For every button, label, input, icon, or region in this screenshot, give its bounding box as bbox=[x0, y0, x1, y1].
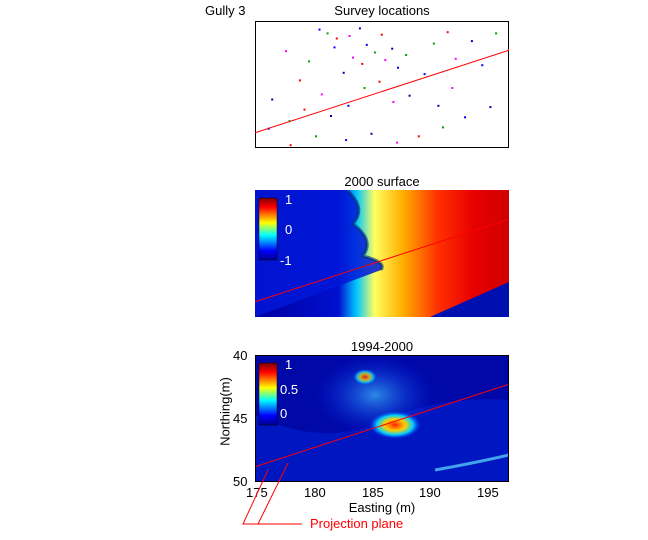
survey-point bbox=[408, 94, 411, 97]
projection-line bbox=[255, 218, 509, 303]
surface-2000-plot bbox=[255, 190, 509, 317]
survey-point bbox=[352, 56, 354, 59]
survey-point bbox=[380, 33, 383, 36]
survey-point bbox=[395, 141, 398, 144]
surface-title: 2000 surface bbox=[344, 174, 420, 189]
callout-line-left bbox=[242, 469, 302, 525]
ytick-50: 50 bbox=[233, 474, 248, 489]
survey-point bbox=[358, 27, 361, 30]
masked-corner bbox=[430, 282, 509, 317]
projection-line bbox=[255, 49, 509, 134]
survey-point bbox=[289, 144, 292, 147]
survey-point bbox=[392, 101, 395, 103]
survey-point bbox=[333, 46, 336, 49]
survey-point bbox=[285, 50, 287, 53]
survey-point bbox=[315, 135, 317, 138]
survey-point bbox=[303, 108, 306, 111]
survey-point bbox=[370, 132, 373, 135]
change-cbar-max: 1 bbox=[285, 357, 293, 372]
ytick-45: 45 bbox=[233, 411, 248, 426]
survey-locations-plot bbox=[255, 21, 509, 148]
survey-point bbox=[318, 28, 321, 31]
projection-plane-label: Projection plane bbox=[310, 516, 404, 531]
callout-line-right bbox=[257, 462, 289, 525]
survey-title: Survey locations bbox=[334, 3, 430, 18]
change-colorbar bbox=[258, 362, 278, 426]
ytick-40: 40 bbox=[233, 348, 248, 363]
xtick-185: 185 bbox=[362, 485, 384, 500]
xtick-195: 195 bbox=[477, 485, 499, 500]
high-change-zone bbox=[369, 411, 421, 439]
surface-cbar-mid: 0 bbox=[285, 222, 293, 237]
xtick-180: 180 bbox=[304, 485, 326, 500]
survey-point bbox=[308, 60, 311, 63]
figure-label: Gully 3 bbox=[205, 3, 246, 18]
survey-point bbox=[361, 62, 364, 65]
projection-line bbox=[255, 383, 509, 468]
survey-point bbox=[423, 73, 426, 76]
survey-point bbox=[271, 98, 274, 101]
survey-point bbox=[391, 47, 394, 50]
low-change-region bbox=[255, 399, 509, 482]
survey-point bbox=[464, 116, 466, 119]
survey-point bbox=[345, 139, 348, 142]
survey-point bbox=[373, 51, 376, 54]
surface-colorbar bbox=[258, 197, 278, 261]
xtick-190: 190 bbox=[419, 485, 441, 500]
survey-point bbox=[363, 87, 366, 89]
survey-point bbox=[397, 66, 399, 69]
survey-point bbox=[384, 59, 387, 62]
survey-point bbox=[330, 115, 332, 117]
high-change-zone-north bbox=[353, 369, 377, 385]
survey-point bbox=[348, 35, 351, 37]
survey-point bbox=[451, 87, 454, 89]
survey-point bbox=[298, 79, 301, 82]
survey-point bbox=[454, 57, 457, 60]
change-1994-2000-plot bbox=[255, 355, 509, 482]
change-frame bbox=[255, 355, 509, 482]
surface-cbar-max: 1 bbox=[285, 192, 293, 207]
survey-point bbox=[326, 32, 329, 35]
survey-point bbox=[442, 126, 444, 129]
survey-point bbox=[405, 54, 408, 56]
survey-point bbox=[481, 64, 484, 67]
change-title: 1994-2000 bbox=[350, 339, 414, 354]
survey-point bbox=[417, 135, 420, 138]
erosion-edge bbox=[434, 453, 509, 472]
survey-point bbox=[495, 32, 498, 35]
xtick-175: 175 bbox=[246, 485, 268, 500]
survey-point bbox=[432, 42, 435, 45]
survey-point bbox=[470, 40, 473, 43]
survey-point bbox=[347, 104, 350, 107]
survey-point bbox=[320, 93, 323, 96]
low-elevation-region bbox=[255, 190, 383, 317]
survey-frame bbox=[255, 21, 509, 148]
gully-edge bbox=[345, 190, 384, 271]
survey-point bbox=[378, 80, 381, 83]
survey-point bbox=[489, 106, 492, 109]
surface-cbar-min: -1 bbox=[280, 253, 292, 268]
change-cbar-min: 0 bbox=[280, 406, 288, 421]
survey-point bbox=[365, 43, 368, 46]
survey-point bbox=[342, 71, 345, 74]
x-axis-label: Easting (m) bbox=[348, 500, 416, 515]
survey-point bbox=[446, 31, 449, 34]
survey-point bbox=[437, 104, 440, 107]
survey-point bbox=[335, 37, 338, 40]
change-cbar-mid: 0.5 bbox=[280, 382, 299, 397]
